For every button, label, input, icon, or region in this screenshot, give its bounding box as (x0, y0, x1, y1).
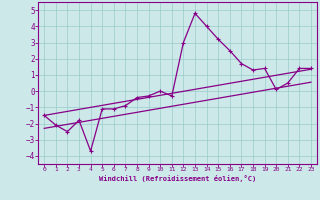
X-axis label: Windchill (Refroidissement éolien,°C): Windchill (Refroidissement éolien,°C) (99, 175, 256, 182)
